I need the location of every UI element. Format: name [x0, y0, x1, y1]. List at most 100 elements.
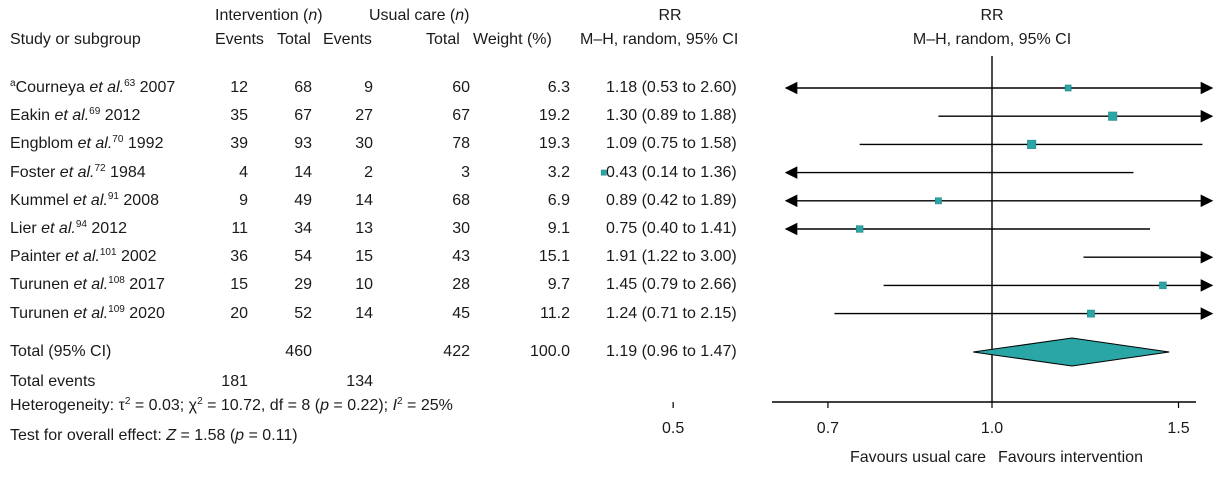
- total-events-intervention: 181: [221, 373, 248, 390]
- study-weight: 9.1: [547, 220, 570, 237]
- intervention-events: 9: [239, 192, 248, 209]
- intervention-total: 52: [294, 305, 312, 322]
- usual-care-total: 60: [452, 79, 470, 96]
- x-tick-label: 1.0: [981, 420, 1003, 437]
- point-estimate-marker: [935, 197, 942, 205]
- study-weight: 19.2: [538, 107, 570, 124]
- point-estimate-marker: [1108, 111, 1118, 121]
- intervention-events: 20: [230, 305, 248, 322]
- usual-care-total: 43: [452, 248, 470, 265]
- point-estimate-marker: [1064, 84, 1072, 92]
- usual-care-total-header: Total: [426, 31, 460, 48]
- point-estimate-marker: [1159, 281, 1167, 290]
- study-name: Turunen et al.108 2017: [10, 275, 165, 294]
- study-ci: 0.89 (0.42 to 1.89): [606, 192, 737, 209]
- usual-care-total: 3: [461, 164, 470, 181]
- study-ci: 1.09 (0.75 to 1.58): [606, 135, 737, 152]
- intervention-total: 54: [294, 248, 312, 265]
- total-ci: 1.19 (0.96 to 1.47): [606, 343, 737, 360]
- usual-care-events: 30: [355, 135, 373, 152]
- intervention-events: 15: [230, 276, 248, 293]
- ci-header-left: M–H, random, 95% CI: [580, 31, 739, 48]
- weight-header: Weight (%): [473, 31, 552, 48]
- usual-care-total: 67: [452, 107, 470, 124]
- intervention-events-header: Events: [215, 31, 264, 48]
- study-ci: 1.24 (0.71 to 2.15): [606, 305, 737, 322]
- study-ci: 1.45 (0.79 to 2.66): [606, 276, 737, 293]
- favours-usual-care-label: Favours usual care: [850, 449, 986, 466]
- study-name: Lier et al.94 2012: [10, 219, 127, 238]
- intervention-total: 34: [294, 220, 312, 237]
- usual-care-events: 10: [355, 276, 373, 293]
- x-tick-label: 1.5: [1167, 420, 1189, 437]
- study-name: aCourneya et al.63 2007: [10, 78, 176, 97]
- study-name: Engblom et al.70 1992: [10, 134, 164, 153]
- study-name: Kummel et al.91 2008: [10, 191, 159, 210]
- intervention-events: 35: [230, 107, 248, 124]
- point-estimate-marker: [600, 169, 607, 176]
- total-weight: 100.0: [529, 343, 570, 360]
- point-estimate-marker: [1087, 309, 1095, 318]
- intervention-total: 93: [294, 135, 312, 152]
- favours-intervention-label: Favours intervention: [998, 449, 1143, 466]
- intervention-total: 68: [294, 79, 312, 96]
- study-weight: 11.2: [540, 305, 570, 322]
- usual-care-total: 45: [452, 305, 470, 322]
- total-label: Total (95% CI): [10, 343, 112, 360]
- intervention-events: 39: [230, 135, 248, 152]
- study-weight: 6.9: [547, 192, 570, 209]
- usual-care-n-header: Usual care (n): [369, 7, 470, 24]
- usual-care-total: 30: [452, 220, 470, 237]
- usual-care-total: 78: [452, 135, 470, 152]
- intervention-events: 4: [239, 164, 248, 181]
- rr-header-left: RR: [658, 7, 682, 24]
- usual-care-total: 68: [452, 192, 470, 209]
- rr-header-right: RR: [980, 7, 1004, 24]
- overall-effect-statement: Test for overall effect: Z = 1.58 (p = 0…: [10, 427, 298, 444]
- study-name: Eakin et al.69 2012: [10, 106, 141, 125]
- total-usual-care-n: 422: [443, 343, 470, 360]
- study-weight: 6.3: [547, 79, 570, 96]
- study-ci: 0.43 (0.14 to 1.36): [606, 164, 737, 181]
- study-weight: 19.3: [538, 135, 570, 152]
- study-ci: 1.91 (1.22 to 3.00): [606, 248, 737, 265]
- pooled-diamond: [973, 337, 1170, 367]
- study-weight: 9.7: [547, 276, 570, 293]
- study-ci: 0.75 (0.40 to 1.41): [606, 220, 737, 237]
- intervention-total: 29: [294, 276, 312, 293]
- intervention-total: 14: [294, 164, 312, 181]
- intervention-total: 49: [294, 192, 312, 209]
- total-intervention-n: 460: [285, 343, 312, 360]
- point-estimate-marker: [1027, 139, 1037, 149]
- intervention-total: 67: [294, 107, 312, 124]
- study-name: Foster et al.72 1984: [10, 163, 146, 182]
- usual-care-events: 2: [364, 164, 373, 181]
- intervention-events: 12: [230, 79, 248, 96]
- total-events-usual-care: 134: [346, 373, 373, 390]
- study-weight: 15.1: [538, 248, 570, 265]
- usual-care-events: 14: [355, 192, 373, 209]
- study-column-header: Study or subgroup: [10, 31, 141, 48]
- ci-header-right: M–H, random, 95% CI: [912, 31, 1072, 48]
- intervention-total-header: Total: [277, 31, 311, 48]
- usual-care-events: 15: [355, 248, 373, 265]
- study-ci: 1.30 (0.89 to 1.88): [606, 107, 737, 124]
- intervention-events: 11: [231, 220, 248, 237]
- x-tick-label: 0.5: [662, 420, 684, 437]
- study-name: Painter et al.101 2002: [10, 247, 157, 266]
- point-estimate-marker: [856, 225, 864, 233]
- intervention-events: 36: [230, 248, 248, 265]
- usual-care-events: 9: [364, 79, 373, 96]
- study-ci: 1.18 (0.53 to 2.60): [606, 79, 737, 96]
- usual-care-events-header: Events: [323, 31, 372, 48]
- study-name: Turunen et al.109 2020: [10, 304, 165, 323]
- usual-care-events: 13: [355, 220, 373, 237]
- total-events-label: Total events: [10, 373, 96, 390]
- usual-care-events: 14: [355, 305, 373, 322]
- usual-care-events: 27: [355, 107, 373, 124]
- intervention-n-header: Intervention (n): [215, 7, 323, 24]
- usual-care-total: 28: [452, 276, 470, 293]
- heterogeneity-statement: Heterogeneity: τ2 = 0.03; χ2 = 10.72, df…: [10, 396, 453, 415]
